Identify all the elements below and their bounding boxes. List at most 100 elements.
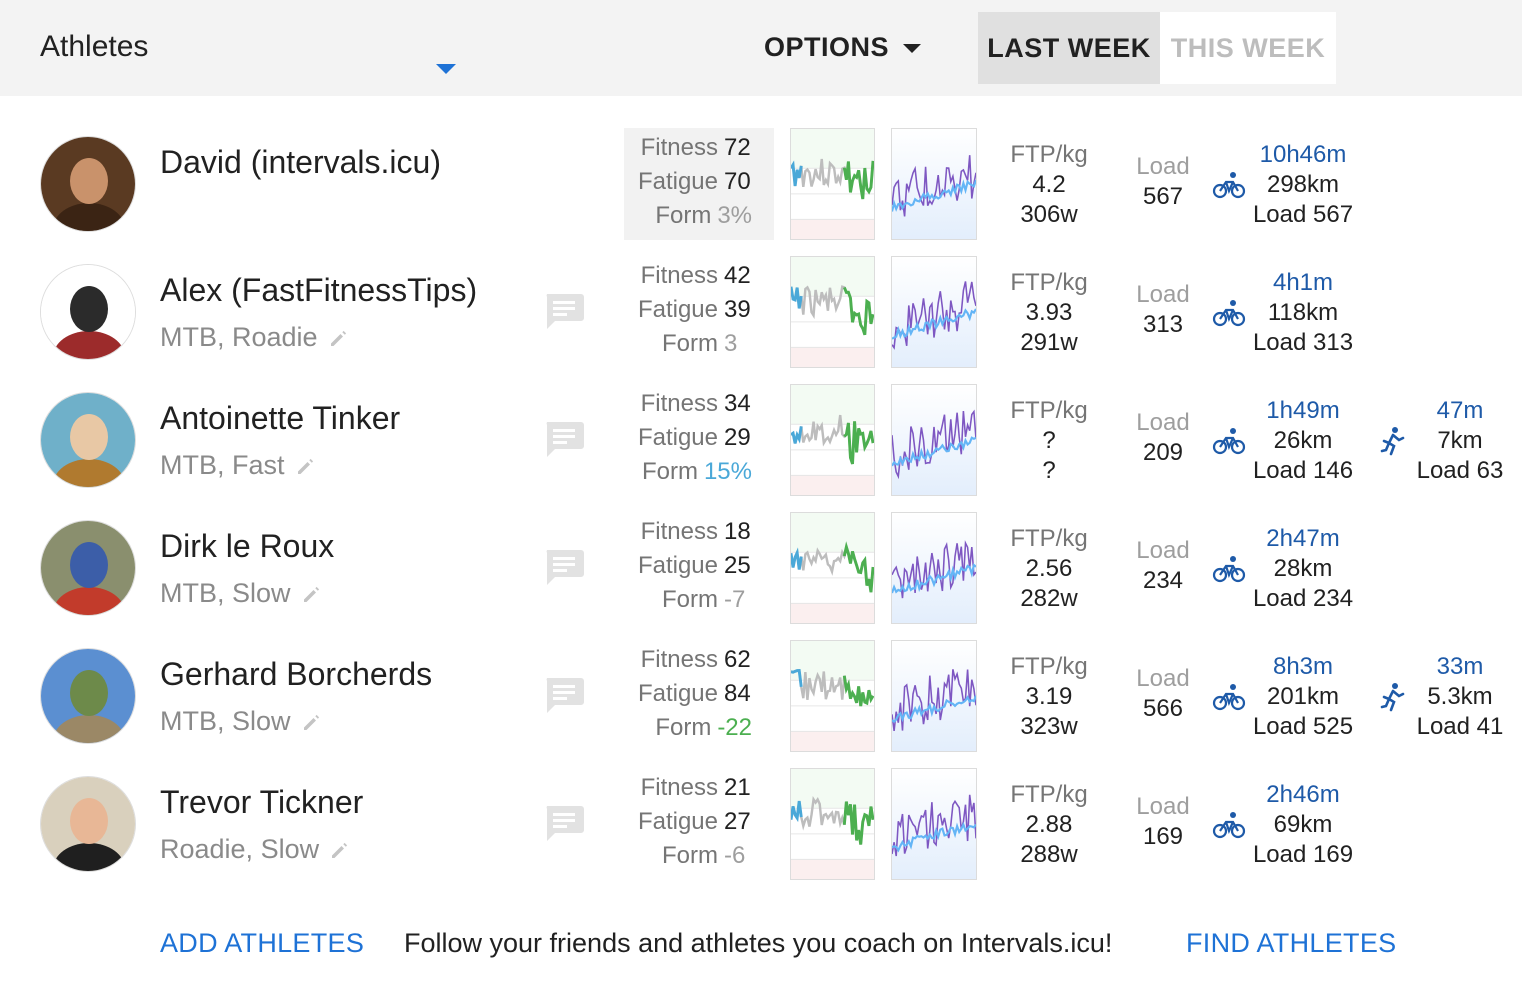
form-chart[interactable] [790, 384, 875, 496]
athlete-name[interactable]: David (intervals.icu) [160, 144, 441, 180]
form-chart[interactable] [790, 256, 875, 368]
chat-icon[interactable] [543, 804, 585, 844]
power-chart[interactable] [891, 256, 977, 368]
fatigue-line: Fatigue 25 [638, 552, 752, 580]
chat-icon[interactable] [543, 292, 585, 332]
ride-load: Load 313 [1252, 329, 1354, 356]
fitness-value: 42 [724, 262, 751, 289]
fitness-summary[interactable]: Fitness 34 Fatigue 29 Form 15% [624, 384, 774, 496]
fatigue-value: 84 [724, 680, 751, 707]
form-label: Form [662, 842, 718, 869]
athlete-tags[interactable]: MTB, Slow [160, 578, 321, 609]
ride-load: Load 169 [1252, 841, 1354, 868]
athletes-select[interactable]: Athletes [40, 22, 456, 74]
athlete-row[interactable]: David (intervals.icu) Fitness 72 Fatigue 7… [0, 128, 1522, 256]
fitness-summary[interactable]: Fitness 18 Fatigue 25 Form -7 [624, 512, 774, 624]
athlete-avatar[interactable] [40, 648, 136, 744]
run-summary[interactable]: 33m 5.3km Load 41 [1408, 652, 1512, 742]
bike-icon [1212, 682, 1246, 712]
athlete-avatar[interactable] [40, 776, 136, 872]
load-summary: Load 209 [1128, 408, 1198, 468]
form-chart[interactable] [790, 128, 875, 240]
athlete-tags[interactable]: Roadie, Slow [160, 834, 349, 865]
chat-icon[interactable] [543, 676, 585, 716]
ftp-watts-value: 323w [1020, 713, 1078, 740]
athlete-name[interactable]: Gerhard Borcherds [160, 656, 433, 692]
load-value: 313 [1142, 311, 1184, 338]
ride-summary[interactable]: 4h1m 118km Load 313 [1244, 268, 1362, 358]
athlete-name[interactable]: Alex (FastFitnessTips) [160, 272, 478, 308]
this-week-button[interactable]: THIS WEEK [1160, 12, 1336, 84]
form-chart[interactable] [790, 768, 875, 880]
fatigue-line: Fatigue 84 [638, 680, 752, 708]
ftp-kg-value: 2.88 [1025, 811, 1073, 838]
fitness-summary[interactable]: Fitness 21 Fatigue 27 Form -6 [624, 768, 774, 880]
athlete-tags[interactable]: MTB, Fast [160, 450, 315, 481]
fatigue-label: Fatigue [637, 680, 718, 707]
form-chart[interactable] [790, 640, 875, 752]
athlete-name[interactable]: Antoinette Tinker [160, 400, 401, 436]
fitness-summary[interactable]: Fitness 72 Fatigue 70 Form 3% [624, 128, 774, 240]
power-chart[interactable] [891, 768, 977, 880]
add-athletes-link[interactable]: ADD ATHLETES [160, 928, 365, 958]
athlete-tags-text: MTB, Fast [160, 450, 285, 480]
form-line: Form 15% [642, 458, 752, 486]
fatigue-line: Fatigue 39 [638, 296, 752, 324]
find-athletes-link[interactable]: FIND ATHLETES [1186, 928, 1397, 958]
ftp-summary: FTP/kg 3.19 323w [1004, 652, 1094, 742]
athlete-avatar[interactable] [40, 520, 136, 616]
run-distance: 5.3km [1427, 683, 1493, 710]
pencil-icon[interactable] [301, 713, 321, 733]
athlete-tags[interactable]: MTB, Slow [160, 706, 321, 737]
chat-icon[interactable] [543, 548, 585, 588]
athlete-tags[interactable]: MTB, Roadie [160, 322, 348, 353]
athlete-name[interactable]: Trevor Tickner [160, 784, 364, 820]
ride-summary[interactable]: 10h46m 298km Load 567 [1244, 140, 1362, 230]
athlete-name[interactable]: Dirk le Roux [160, 528, 335, 564]
ride-summary[interactable]: 8h3m 201km Load 525 [1244, 652, 1362, 742]
form-line: Form 3% [655, 202, 752, 230]
ride-summary[interactable]: 2h46m 69km Load 169 [1244, 780, 1362, 870]
last-week-button[interactable]: LAST WEEK [978, 12, 1160, 84]
athlete-row[interactable]: Gerhard Borcherds MTB, Slow Fitness 62 Fa… [0, 640, 1522, 768]
power-chart[interactable] [891, 384, 977, 496]
fatigue-value: 29 [724, 424, 751, 451]
pencil-icon[interactable] [295, 457, 315, 477]
week-toggle: LAST WEEK THIS WEEK [978, 12, 1336, 84]
fitness-summary[interactable]: Fitness 42 Fatigue 39 Form 3 [624, 256, 774, 368]
chat-icon[interactable] [543, 420, 585, 460]
dropdown-arrow-icon[interactable] [436, 64, 456, 74]
ride-summary[interactable]: 2h47m 28km Load 234 [1244, 524, 1362, 614]
pencil-icon[interactable] [329, 841, 349, 861]
athlete-avatar[interactable] [40, 264, 136, 360]
athlete-row[interactable]: Alex (FastFitnessTips) MTB, Roadie Fitne… [0, 256, 1522, 384]
ride-distance: 69km [1273, 811, 1333, 838]
athlete-avatar[interactable] [40, 392, 136, 488]
athlete-row[interactable]: Antoinette Tinker MTB, Fast Fitness 34 Fa… [0, 384, 1522, 512]
ride-summary[interactable]: 1h49m 26km Load 146 [1244, 396, 1362, 486]
load-value: 566 [1142, 695, 1184, 722]
fitness-label: Fitness [640, 390, 718, 417]
pencil-icon[interactable] [301, 585, 321, 605]
fatigue-label: Fatigue [637, 424, 718, 451]
power-chart[interactable] [891, 640, 977, 752]
athlete-avatar[interactable] [40, 136, 136, 232]
run-summary[interactable]: 47m 7km Load 63 [1408, 396, 1512, 486]
ftp-watts-value: 282w [1020, 585, 1078, 612]
run-icon [1376, 682, 1410, 712]
form-value: -22 [717, 714, 752, 741]
ftp-watts-value: 291w [1020, 329, 1078, 356]
power-chart[interactable] [891, 128, 977, 240]
pencil-icon[interactable] [328, 329, 348, 349]
fitness-summary[interactable]: Fitness 62 Fatigue 84 Form -22 [624, 640, 774, 752]
options-button[interactable]: OPTIONS [764, 32, 922, 63]
athlete-tags-text: MTB, Roadie [160, 322, 318, 352]
ftp-summary: FTP/kg 3.93 291w [1004, 268, 1094, 358]
power-chart[interactable] [891, 512, 977, 624]
ftp-kg-label: FTP/kg [1010, 653, 1088, 680]
form-chart[interactable] [790, 512, 875, 624]
athlete-row[interactable]: Dirk le Roux MTB, Slow Fitness 18 Fatigue… [0, 512, 1522, 640]
load-summary: Load 567 [1128, 152, 1198, 212]
athlete-row[interactable]: Trevor Tickner Roadie, Slow Fitness 21 Fa… [0, 768, 1522, 896]
fitness-line: Fitness 21 [641, 774, 752, 802]
